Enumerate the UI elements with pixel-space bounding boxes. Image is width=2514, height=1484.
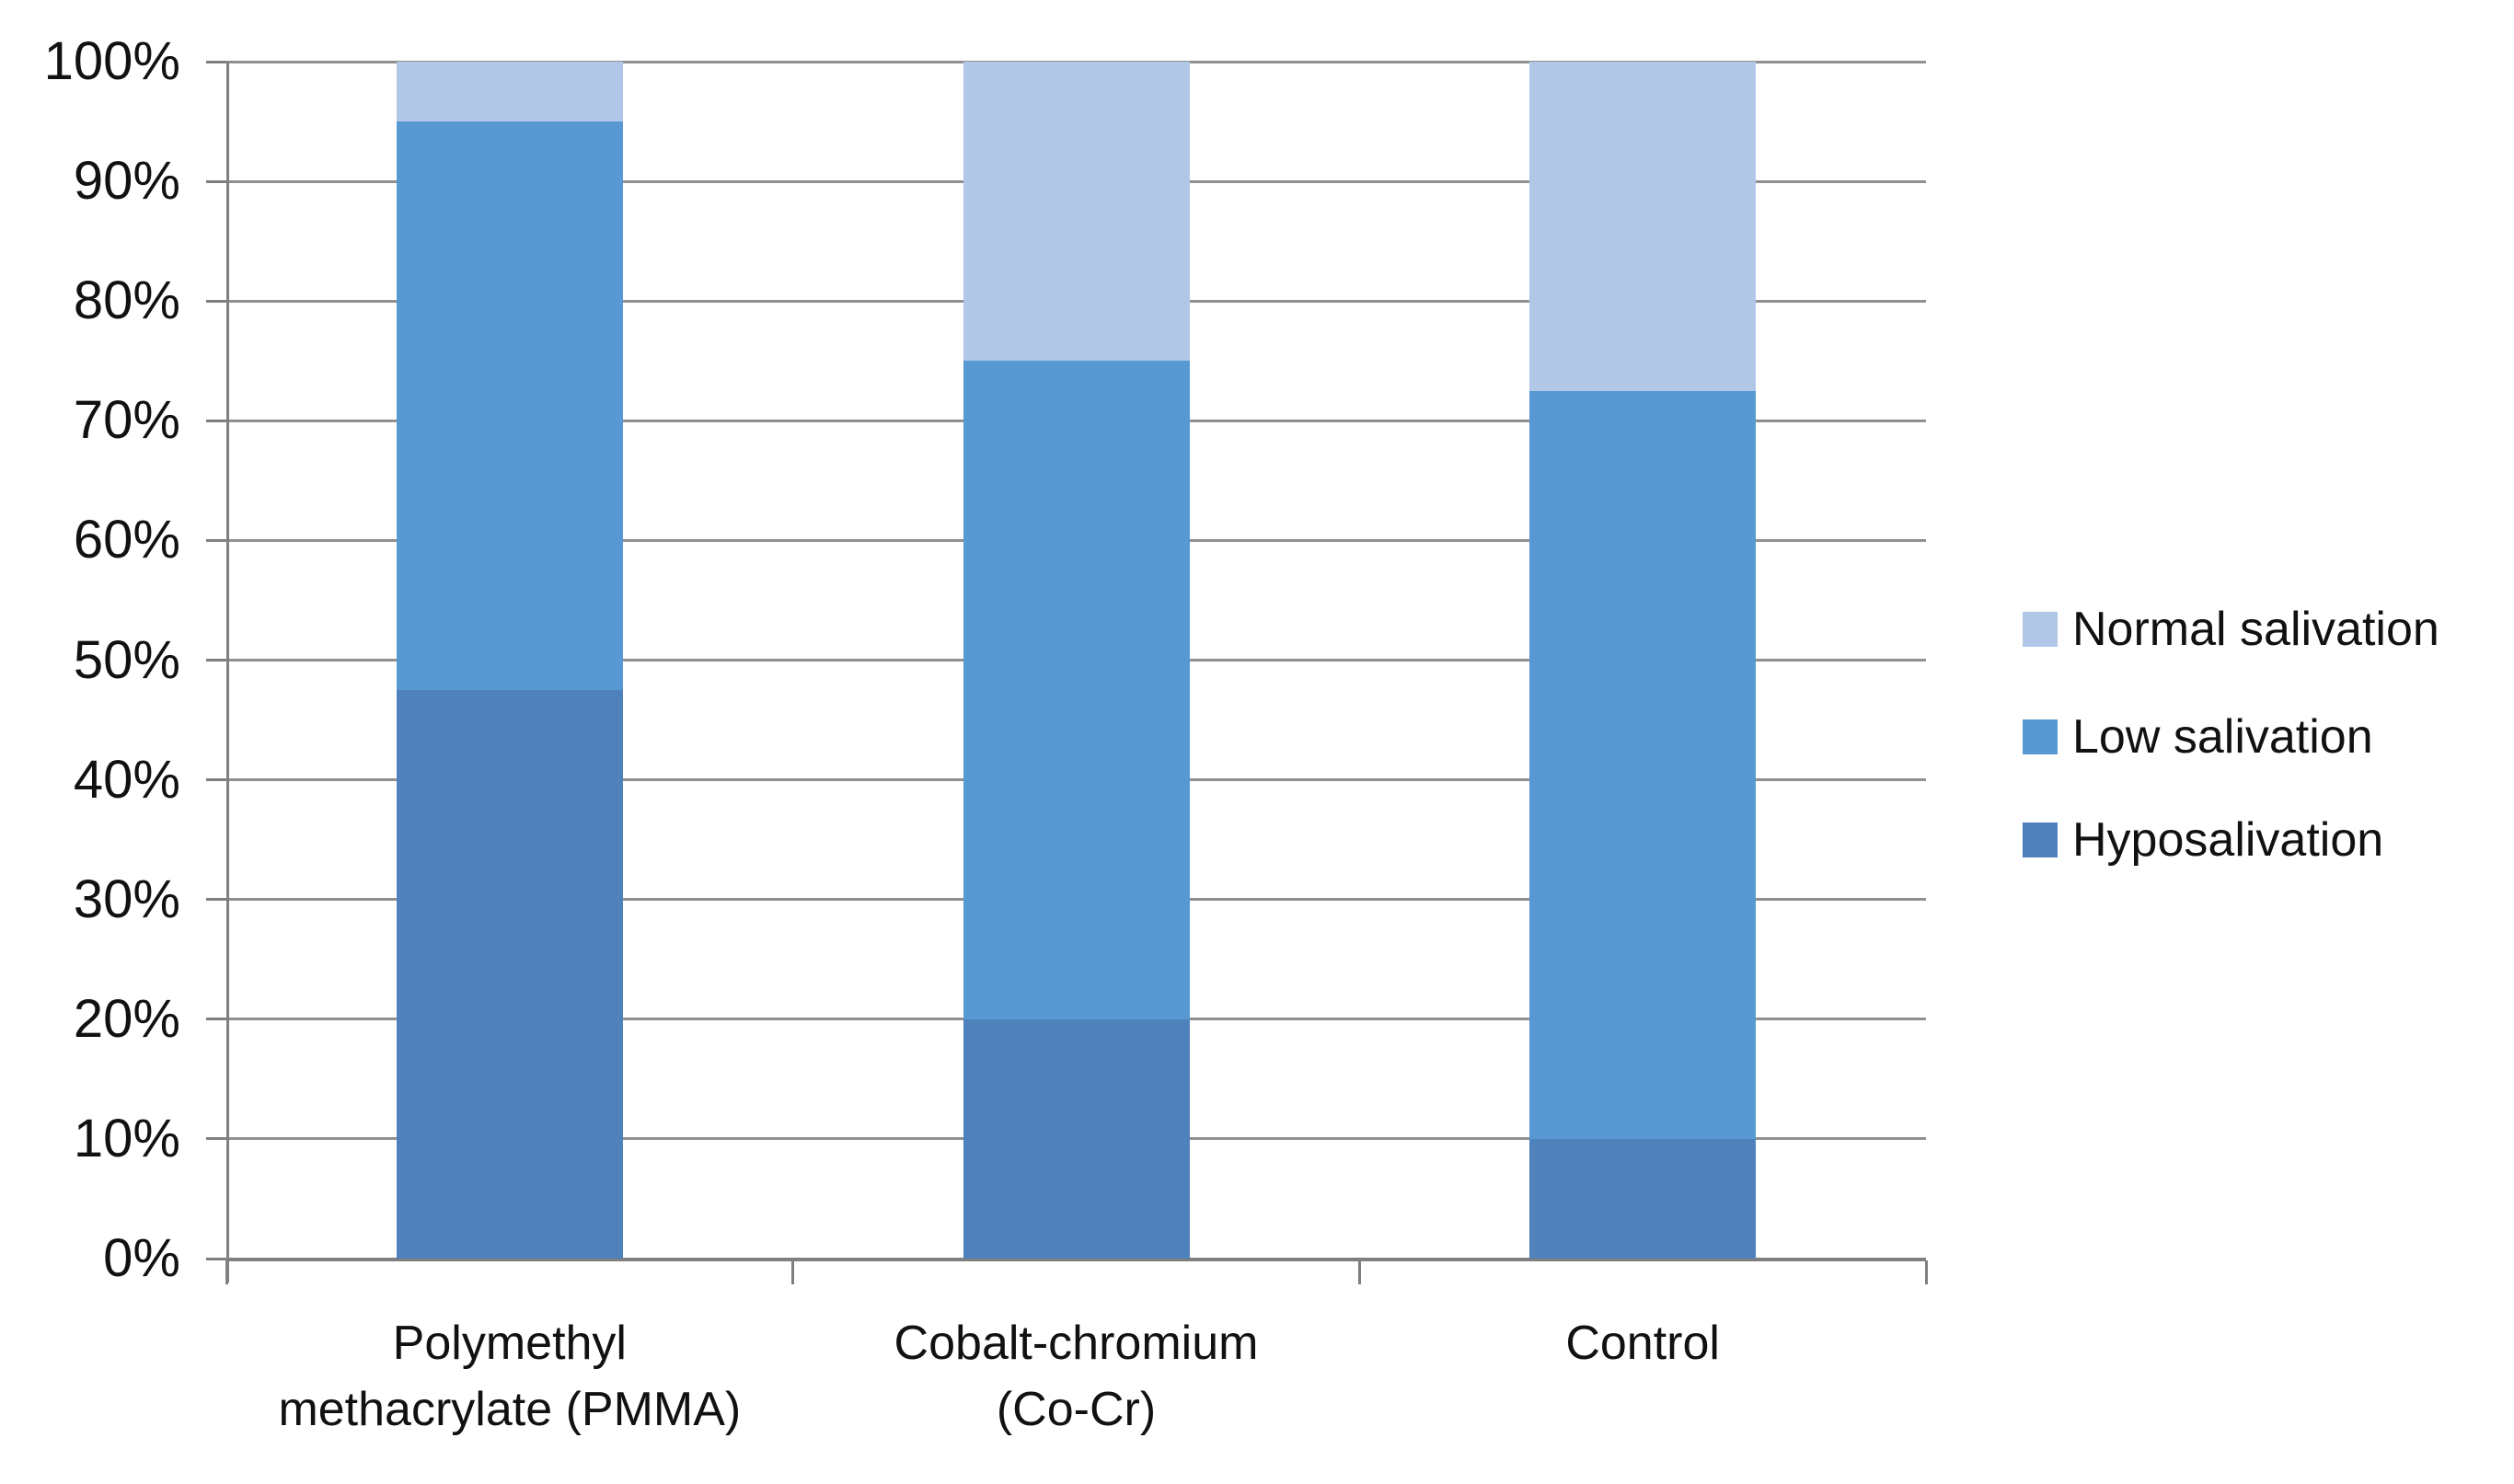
category-label-line: (Co-Cr) [996,1383,1157,1436]
x-axis-tick [225,1260,228,1284]
y-axis-tick [206,179,226,183]
y-axis-tick-label: 90% [73,151,180,212]
bar-segment-cobalt-chromium-co-cr-low-salivation [963,361,1190,1019]
bar-segment-polymethyl-methacrylate-pmma-normal-salivation [396,62,623,122]
x-axis-tick [1924,1260,1928,1284]
x-axis-category-label-control: Control [1320,1310,1965,1376]
bar-segment-polymethyl-methacrylate-pmma-hyposalivation [396,690,623,1259]
y-axis-tick [206,1018,226,1021]
legend-label-hyposalivation: Hyposalivation [2072,813,2384,867]
y-axis-tick [206,1257,226,1260]
legend-swatch-normal-salivation [2023,612,2058,647]
y-axis-tick [206,299,226,303]
category-label-line: Cobalt-chromium [894,1317,1259,1370]
x-axis-category-label-cobalt-chromium-co-cr: Cobalt-chromium (Co-Cr) [755,1310,1399,1443]
y-axis-tick-label: 40% [73,749,180,810]
bar-segment-control-low-salivation [1529,390,1757,1139]
y-axis-line [226,62,229,1283]
x-axis-tick [791,1260,795,1284]
bar-segment-cobalt-chromium-co-cr-hyposalivation [963,1018,1190,1259]
y-axis-tick-label: 10% [73,1108,180,1168]
y-axis-tick [206,898,226,902]
bar-segment-control-hyposalivation [1529,1138,1757,1259]
x-axis-category-label-polymethyl-methacrylate-pmma: Polymethyl methacrylate (PMMA) [188,1310,832,1443]
y-axis-tick [206,778,226,782]
category-label-line: methacrylate (PMMA) [278,1383,742,1436]
bar-segment-polymethyl-methacrylate-pmma-low-salivation [396,121,623,691]
y-axis-tick [206,419,226,422]
y-axis-tick-label: 70% [73,390,180,451]
y-axis-tick-label: 100% [43,31,180,91]
legend-swatch-hyposalivation [2023,823,2058,857]
y-axis-tick-label: 0% [103,1228,180,1288]
x-axis-line [226,1258,1926,1261]
bar-segment-control-normal-salivation [1529,62,1757,391]
legend-label-normal-salivation: Normal salivation [2072,603,2439,656]
legend-label-low-salivation: Low salivation [2072,710,2373,764]
bar-segment-cobalt-chromium-co-cr-normal-salivation [963,62,1190,362]
y-axis-tick-label: 20% [73,988,180,1049]
y-axis-tick-label: 30% [73,869,180,929]
y-axis-tick [206,60,226,63]
category-label-line: Polymethyl [392,1317,627,1370]
y-axis-tick [206,1137,226,1141]
y-axis-tick-label: 80% [73,270,180,331]
y-axis-tick [206,659,226,661]
legend-swatch-low-salivation [2023,719,2058,754]
y-axis-tick [206,538,226,542]
y-axis-tick-label: 60% [73,510,180,570]
y-axis-tick-label: 50% [73,629,180,690]
x-axis-tick [1357,1260,1361,1284]
category-label-line: Control [1565,1317,1720,1370]
